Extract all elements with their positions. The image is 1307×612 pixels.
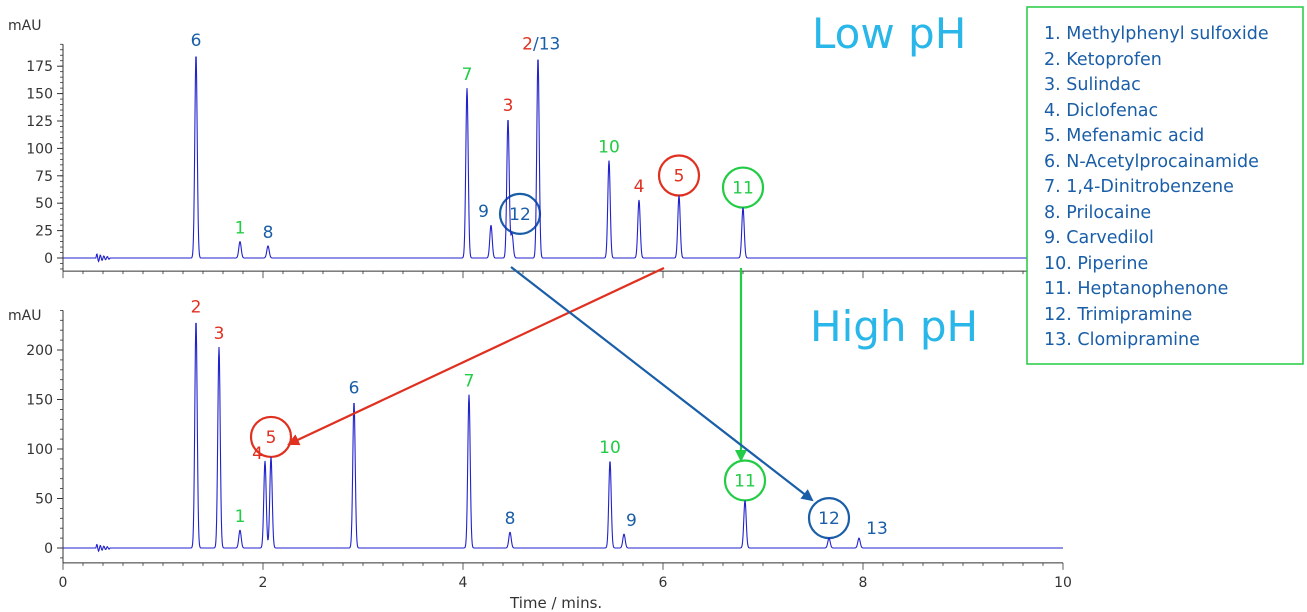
low-ph-trace [63,56,1063,263]
high-ph-peak-label: 3 [214,324,225,344]
arrow-peak-5 [287,267,665,446]
low-ph-peak-label: 3 [503,96,514,116]
low-ph-peak-label: 10 [598,137,620,157]
legend-item: 11. Heptanophenone [1044,279,1228,299]
x-tick-label: 0 [59,575,68,591]
x-tick-label: 2 [259,575,268,591]
low-ph-peak-labels: 6 1 8 7 9 3 12 2/13 10 4 5 11 [191,31,765,243]
legend-item: 8. Prilocaine [1044,203,1151,223]
low-ph-y-tick-label: 25 [35,224,53,240]
low-ph-peak-label: 4 [634,177,645,197]
compound-legend: 1. Methylphenyl sulfoxide 2. Ketoprofen … [1026,6,1304,365]
high-ph-y-tick-label: 200 [26,343,53,359]
low-ph-y-tick-label: 175 [26,59,53,75]
low-ph-peak-label: 6 [191,31,202,51]
high-ph-peak-label: 1 [235,507,246,527]
legend-border [1026,6,1304,365]
high-ph-y-tick-label: 100 [26,442,53,458]
high-ph-title: High pH [810,302,978,351]
high-ph-trace [63,322,1063,553]
legend-item: 4. Diclofenac [1044,101,1158,121]
low-ph-y-tick-label: 150 [26,87,53,103]
low-ph-peak-label: 1 [235,219,246,239]
low-ph-peak-label: 9 [478,202,489,222]
legend-item: 6. N-Acetylprocainamide [1044,152,1259,172]
low-ph-y-tick-label: 100 [26,141,53,157]
legend-item: 13. Clomipramine [1044,330,1200,350]
x-tick-label: 10 [1054,575,1072,591]
low-ph-y-tick-label: 75 [35,169,53,185]
high-ph-y-unit: mAU [8,308,41,324]
high-ph-peak-labels: 23 1 45 6 7 8 10 9 11 12 13 [191,297,888,540]
high-ph-peak-label: 5 [266,428,277,448]
high-ph-peak-label: 13 [866,519,888,539]
legend-item: 12. Trimipramine [1044,305,1192,325]
high-ph-peak-label: 10 [599,438,621,458]
legend-item: 9. Carvedilol [1044,228,1154,248]
high-ph-peak-label: 6 [349,378,360,398]
high-ph-peak-label: 7 [464,372,475,392]
high-ph-peak-label: 4 [252,444,263,464]
high-ph-y-tick-label: 150 [26,393,53,409]
low-ph-peak-label: 11 [732,179,754,199]
legend-item: 3. Sulindac [1044,75,1141,95]
high-ph-peak-label: 9 [626,511,637,531]
low-ph-y-tick-label: 0 [44,251,53,267]
legend-item: 1. Methylphenyl sulfoxide [1044,24,1269,44]
legend-item: 7. 1,4-Dinitrobenzene [1044,177,1234,197]
low-ph-y-tick-label: 125 [26,114,53,130]
high-ph-peak-label: 12 [818,509,840,529]
x-tick-label: 4 [459,575,468,591]
low-ph-title: Low pH [812,9,966,58]
arrow-peak-12 [510,266,814,502]
x-axis-title: Time / mins. [509,594,602,612]
low-ph-peak-label: 2 [522,34,533,54]
high-ph-axes: 0 50 100 150 200 0 2 4 6 8 10 [26,309,1072,591]
shift-arrows [287,266,814,502]
high-ph-peak-label: 2 [191,297,202,317]
low-ph-peak-label: 12 [509,205,531,225]
high-ph-y-tick-label: 50 [35,492,53,508]
low-ph-peak-label: 8 [263,223,274,243]
low-ph-peak-label: 7 [462,65,473,85]
legend-item: 5. Mefenamic acid [1044,126,1204,146]
low-ph-y-tick-label: 50 [35,196,53,212]
low-ph-peak-label: /13 [533,34,560,54]
x-tick-label: 6 [659,575,668,591]
legend-item: 10. Piperine [1044,254,1148,274]
high-ph-peak-label: 11 [734,471,756,491]
low-ph-y-unit: mAU [8,18,41,34]
high-ph-peak-label: 8 [505,509,516,529]
high-ph-y-tick-label: 0 [44,541,53,557]
legend-item: 2. Ketoprofen [1044,50,1162,70]
x-tick-label: 8 [859,575,868,591]
low-ph-peak-label: 5 [674,167,685,187]
